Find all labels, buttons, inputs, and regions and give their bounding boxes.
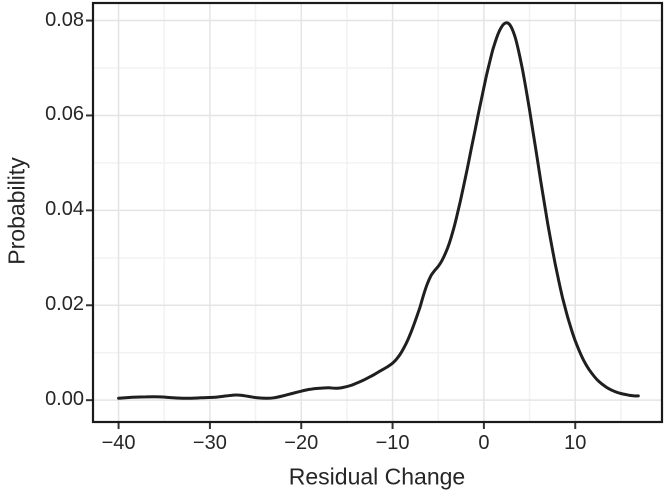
panel-border	[91, 1, 664, 424]
x-tick-label: −10	[375, 432, 410, 454]
x-tick-label: 10	[564, 432, 587, 454]
x-axis-title: Residual Change	[288, 463, 466, 490]
density-curve	[117, 21, 640, 400]
x-tick-label: 0	[478, 432, 490, 454]
x-tick-label: −30	[192, 432, 227, 454]
x-tick-label: −20	[284, 432, 319, 454]
y-tick-label: 0.02	[45, 293, 84, 316]
y-tick-label: 0.06	[45, 103, 84, 126]
y-tick-label: 0.08	[45, 8, 84, 31]
y-tick-label: 0.00	[45, 388, 84, 411]
x-tick-label: −40	[101, 432, 136, 454]
y-axis-title: Probability	[3, 157, 30, 265]
y-tick-label: 0.04	[45, 198, 84, 221]
